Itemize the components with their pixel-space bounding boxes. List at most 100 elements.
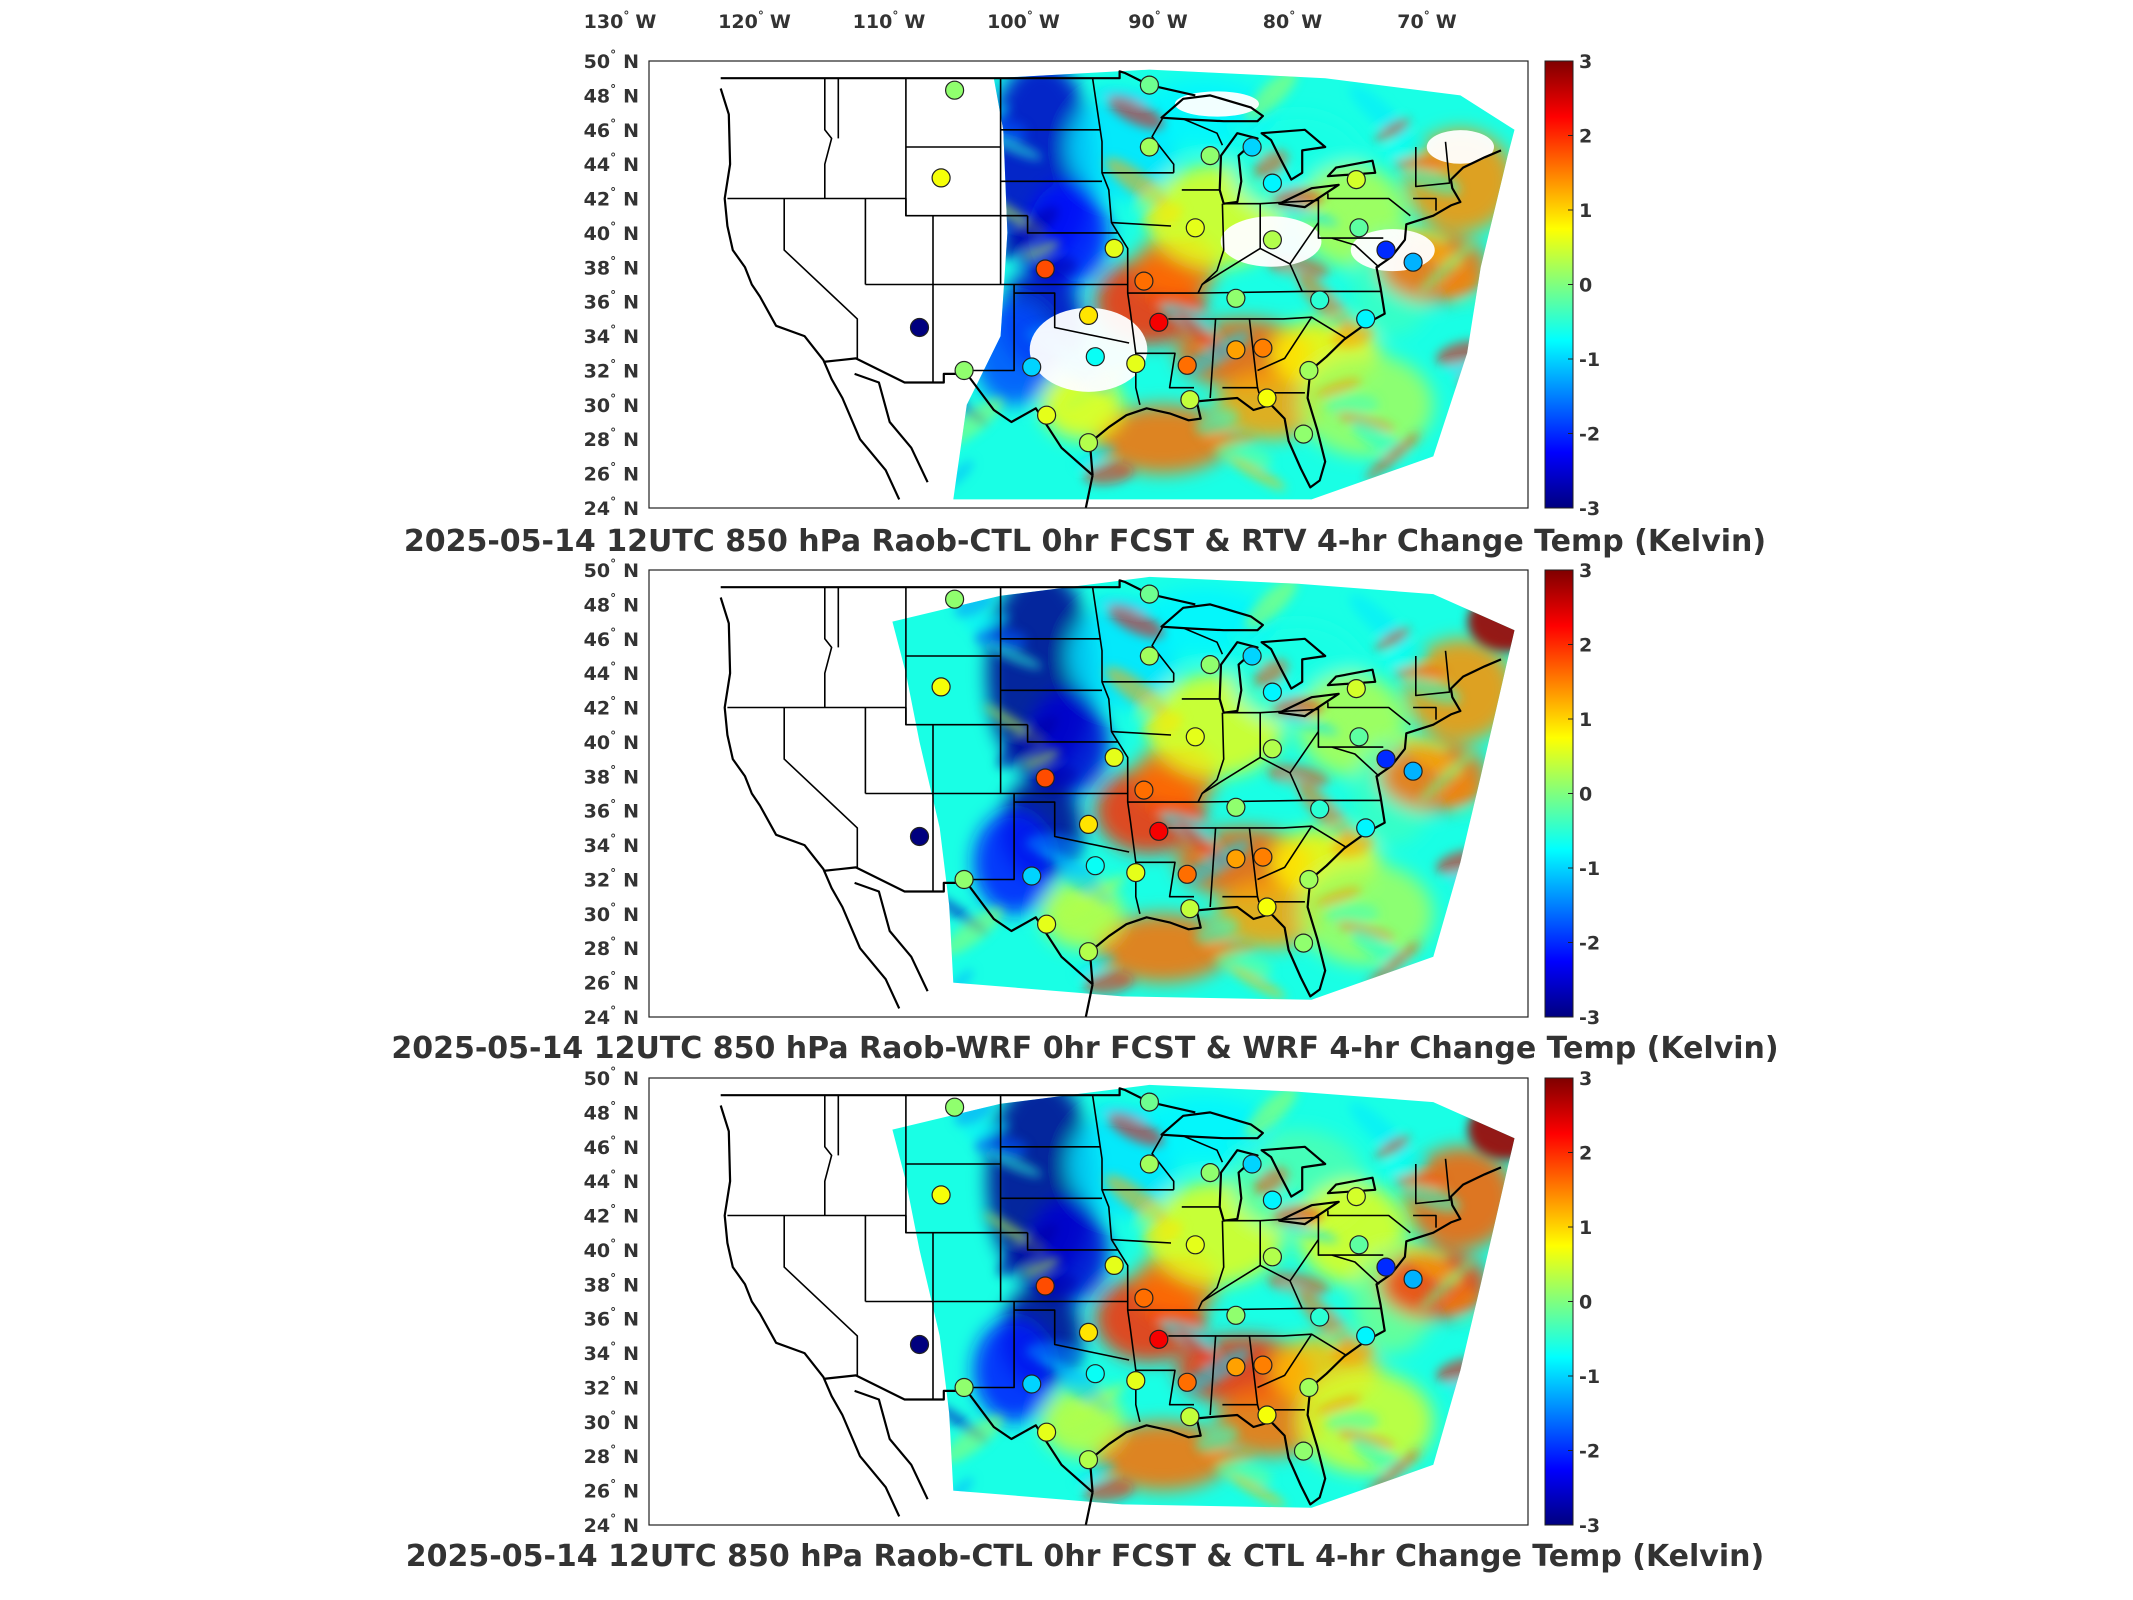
colorbar-tick-label: -2	[1579, 1441, 1600, 1463]
lat-tick-label: 30° N	[584, 1409, 639, 1434]
raob-station-marker	[1346, 1186, 1366, 1207]
raob-station-marker	[1104, 747, 1124, 767]
raob-station-marker	[1139, 1154, 1159, 1174]
lon-tick-label: 90° W	[1128, 9, 1187, 33]
raob-station-marker	[1035, 259, 1055, 279]
raob-station-marker	[1293, 1441, 1314, 1461]
lat-tick-label: 28° N	[584, 426, 639, 451]
temperature-change-field	[892, 1084, 1515, 1508]
raob-station-marker	[1078, 1322, 1099, 1342]
lat-tick-label: 36° N	[584, 289, 639, 314]
lat-tick-label: 34° N	[584, 323, 639, 348]
lon-tick-label: 100° W	[987, 9, 1060, 33]
lat-tick-label: 48° N	[584, 591, 639, 616]
raob-station-marker	[1242, 137, 1262, 157]
raob-station-marker	[1139, 646, 1159, 666]
lat-tick-label: 32° N	[584, 358, 639, 383]
lat-tick-label: 38° N	[584, 763, 639, 788]
raob-station-marker	[1226, 849, 1246, 869]
lat-tick-label: 48° N	[584, 82, 639, 107]
raob-station-marker	[1242, 646, 1262, 666]
raob-station-marker	[1262, 173, 1283, 193]
raob-station-marker	[1376, 240, 1396, 260]
raob-station-marker	[1078, 433, 1099, 453]
lat-tick-label: 42° N	[584, 1203, 639, 1228]
raob-station-marker	[1346, 678, 1366, 699]
raob-station-marker	[945, 80, 965, 100]
map-outlines	[719, 70, 1502, 509]
raob-station-marker	[1104, 1255, 1124, 1275]
raob-station-marker	[1035, 1276, 1055, 1296]
colorbar-tick-label: -2	[1579, 424, 1600, 446]
raob-station-marker	[1310, 290, 1330, 310]
raob-station-marker	[909, 1334, 930, 1355]
raob-station-marker	[1349, 727, 1369, 747]
raob-station-marker	[1085, 347, 1105, 367]
colorbar-tick-label: -1	[1579, 349, 1600, 371]
longitude-axis-labels: 130° W 120° W 110° W 100° W 90° W 80° W 70° W	[584, 9, 1457, 33]
latitude-axis-labels: 50° N 48° N 46° N 44° N 42° N 40° N 38° N 36° N 34° N 32° N…	[584, 557, 639, 1029]
lat-tick-label: 40° N	[584, 729, 639, 754]
raob-station-marker	[1149, 312, 1169, 332]
lat-tick-label: 32° N	[584, 1375, 639, 1400]
raob-station-marker	[1349, 218, 1369, 238]
lat-tick-label: 38° N	[584, 254, 639, 279]
lat-tick-label: 24° N	[584, 1512, 639, 1537]
raob-station-marker	[1403, 761, 1423, 781]
raob-station-marker	[1134, 271, 1154, 291]
lat-tick-label: 50° N	[584, 1065, 639, 1090]
lat-tick-label: 44° N	[584, 1168, 639, 1193]
raob-station-marker	[1257, 388, 1277, 408]
lat-tick-label: 38° N	[584, 1271, 639, 1296]
raob-station-marker	[1262, 682, 1283, 702]
lat-tick-label: 48° N	[584, 1099, 639, 1124]
latitude-axis-labels: 50° N 48° N 46° N 44° N 42° N 40° N 38° N 36° N 34° N 32° N…	[584, 48, 639, 520]
raob-station-marker	[954, 360, 974, 381]
colorbar-tick-label: 3	[1579, 1068, 1592, 1090]
raob-station-marker	[1226, 1305, 1246, 1325]
raob-station-marker	[931, 1185, 951, 1205]
raob-station-marker	[1200, 1162, 1220, 1183]
lat-tick-label: 34° N	[584, 832, 639, 857]
lat-tick-label: 46° N	[584, 117, 639, 142]
raob-stations	[909, 75, 1423, 453]
lat-tick-label: 26° N	[584, 1478, 639, 1503]
raob-station-marker	[1180, 899, 1200, 919]
raob-station-marker	[1346, 169, 1366, 190]
raob-station-marker	[1085, 1364, 1105, 1384]
colorbar-tick-label: 0	[1579, 1292, 1592, 1314]
colorbar-tick-label: -2	[1579, 933, 1600, 955]
lat-tick-label: 34° N	[584, 1340, 639, 1365]
raob-station-marker	[1180, 390, 1200, 410]
panel-title-rtv: 2025-05-14 12UTC 850 hPa Raob-CTL 0hr FC…	[404, 524, 1766, 559]
colorbar-tick-label: 0	[1579, 784, 1592, 806]
raob-station-marker	[1262, 1247, 1283, 1267]
raob-station-marker	[1149, 1329, 1169, 1349]
raob-station-marker	[1177, 1372, 1197, 1392]
raob-station-marker	[1262, 739, 1283, 759]
raob-station-marker	[1037, 1422, 1057, 1442]
lon-tick-label: 120° W	[718, 9, 791, 33]
raob-station-marker	[1257, 1405, 1277, 1425]
raob-station-marker	[1139, 1092, 1159, 1112]
colorbar-tick-label: -1	[1579, 1366, 1600, 1388]
raob-station-marker	[1403, 1269, 1423, 1289]
raob-station-marker	[931, 168, 951, 188]
lat-tick-label: 26° N	[584, 970, 639, 995]
raob-station-marker	[1185, 1235, 1205, 1255]
lon-tick-label: 110° W	[853, 9, 926, 33]
raob-station-marker	[1356, 1326, 1376, 1346]
panel-title-wrf: 2025-05-14 12UTC 850 hPa Raob-WRF 0hr FC…	[391, 1031, 1778, 1066]
lat-tick-label: 28° N	[584, 935, 639, 960]
raob-station-marker	[1022, 1374, 1042, 1394]
lat-tick-label: 40° N	[584, 1237, 639, 1262]
raob-station-marker	[1293, 424, 1314, 444]
raob-station-marker	[1037, 405, 1057, 425]
raob-station-marker	[1253, 847, 1273, 867]
lon-tick-label: 70° W	[1397, 9, 1456, 33]
raob-station-marker	[1180, 1407, 1200, 1427]
lat-tick-label: 26° N	[584, 461, 639, 486]
lat-tick-label: 42° N	[584, 695, 639, 720]
colorbar-tick-label: -3	[1579, 1515, 1600, 1537]
